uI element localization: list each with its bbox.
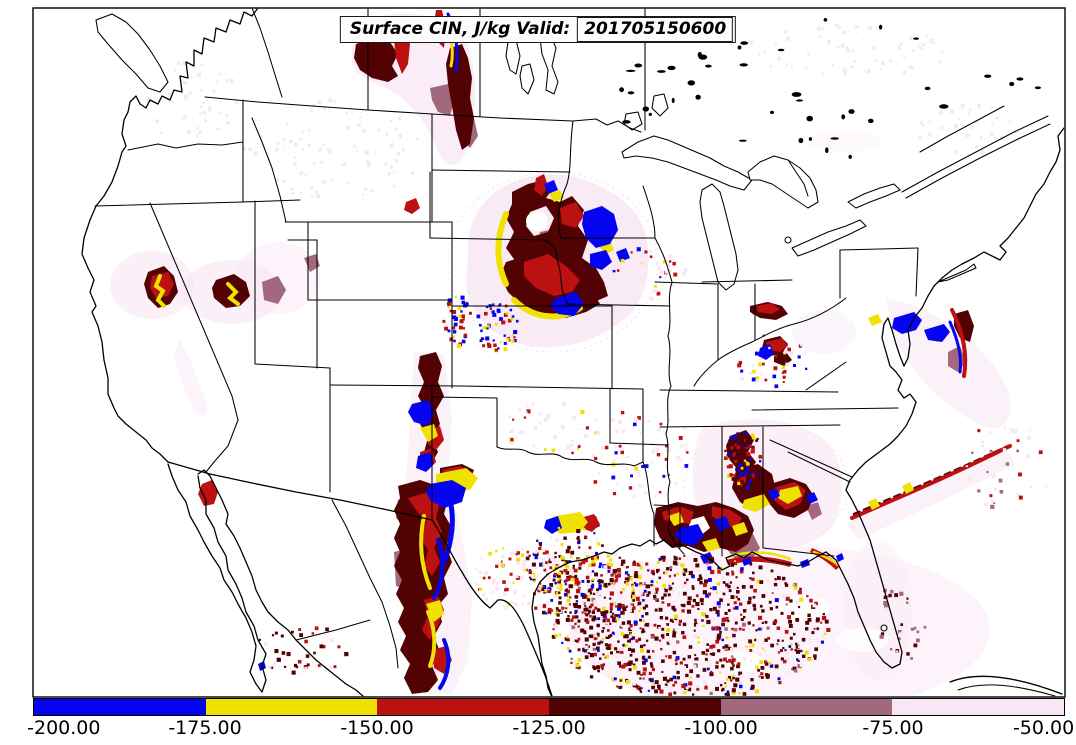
coastlines xyxy=(81,8,1065,697)
colorbar-tick: -100.00 xyxy=(684,717,758,739)
colorbar-segment-mauve xyxy=(720,699,893,715)
title-label: Surface CIN, J/kg Valid: xyxy=(349,19,571,39)
colorbar-tick: -125.00 xyxy=(512,717,586,739)
colorbar-segment-pale-pink xyxy=(892,699,1065,715)
title-valid-time: 201705150600 xyxy=(577,16,734,42)
colorbar-segment-yellow xyxy=(205,699,378,715)
colorbar-tick: -200.00 xyxy=(27,717,101,739)
colorbar-segment-red xyxy=(377,699,550,715)
colorbar-tick: -150.00 xyxy=(340,717,414,739)
colorbar xyxy=(33,698,1065,716)
colorbar-tick: -50.00 xyxy=(1012,717,1075,739)
colorbar-tick: -75.00 xyxy=(862,717,924,739)
canadian-lakes xyxy=(619,18,1041,159)
great-lakes xyxy=(505,33,901,632)
borders xyxy=(94,8,1051,697)
cin-blue-layer xyxy=(258,12,962,690)
colorbar-tick: -175.00 xyxy=(168,717,242,739)
cin-speckle-layer xyxy=(146,23,1048,697)
cin-white-eye xyxy=(526,211,548,231)
colorbar-segment-maroon xyxy=(549,699,721,715)
colorbar-tick-labels: -200.00 -175.00 -150.00 -125.00 -100.00 -75.0… xyxy=(27,717,1074,743)
title-box: Surface CIN, J/kg Valid: 201705150600 xyxy=(339,16,737,43)
colorbar-segment-blue xyxy=(34,699,206,715)
